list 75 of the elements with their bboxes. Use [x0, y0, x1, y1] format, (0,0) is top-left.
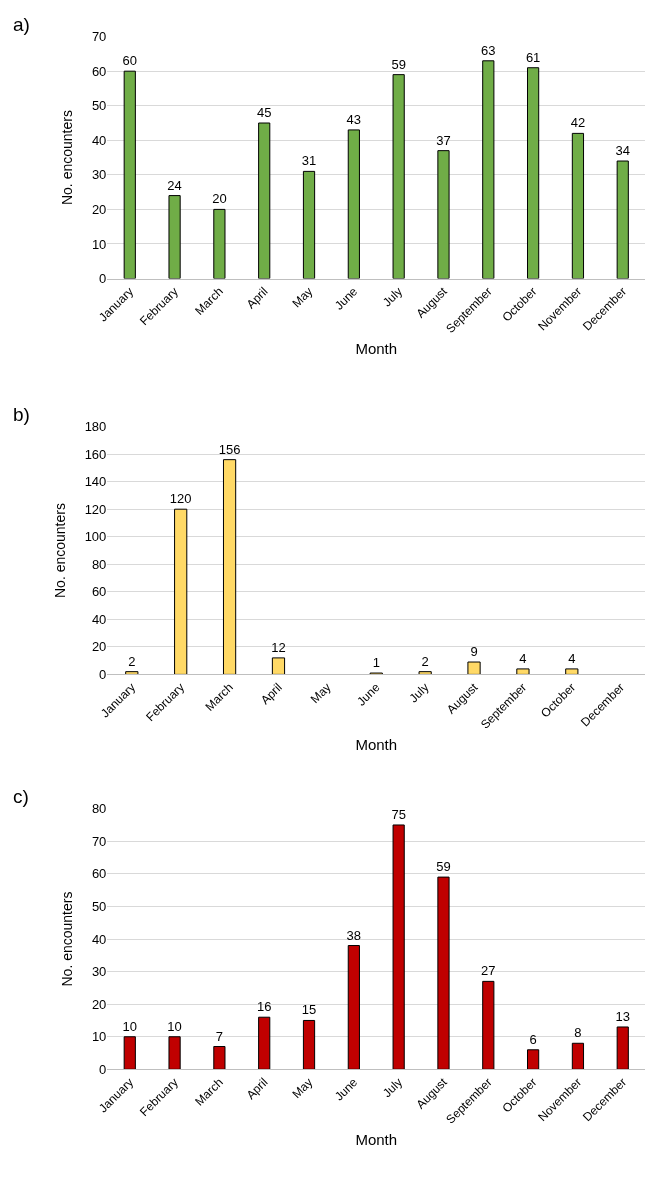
data-label: 24	[167, 177, 182, 193]
y-tick-label: 100	[84, 529, 107, 545]
y-tick-label: 60	[91, 584, 107, 600]
y-tick-label: 10	[91, 1029, 107, 1045]
y-tick-label: 20	[91, 996, 107, 1012]
y-tick-label: 160	[84, 446, 107, 462]
data-label: 13	[615, 1008, 630, 1024]
x-tick-label: May	[307, 680, 334, 707]
y-tick-label: 30	[91, 167, 107, 183]
data-label: 12	[271, 639, 286, 655]
data-label: 27	[481, 963, 496, 979]
x-tick-label: July	[380, 284, 406, 310]
y-tick-label: 50	[91, 898, 107, 914]
data-label: 59	[436, 859, 451, 875]
data-label: 20	[212, 191, 227, 207]
data-label: 16	[256, 999, 272, 1015]
x-tick-label: May	[289, 284, 316, 311]
chart-title: c)	[13, 786, 29, 807]
y-tick-label: 70	[91, 29, 107, 45]
data-label: 1	[372, 655, 380, 671]
data-label: 10	[167, 1018, 182, 1034]
data-label: 7	[215, 1028, 224, 1044]
data-label: 6	[529, 1031, 537, 1047]
y-tick-label: 40	[91, 132, 107, 148]
data-label: 4	[519, 650, 527, 666]
y-axis-title: No. encounters	[59, 110, 76, 206]
x-axis-title: Month	[355, 735, 398, 753]
y-tick-label: 120	[84, 501, 107, 517]
y-tick-label: 0	[99, 666, 107, 682]
y-tick-label: 40	[91, 931, 107, 947]
data-label: 75	[391, 806, 406, 822]
data-label: 156	[218, 441, 241, 457]
data-label: 120	[169, 491, 192, 507]
chart-title: a)	[13, 14, 30, 35]
data-label: 59	[391, 56, 406, 72]
chart-title: b)	[13, 404, 30, 425]
y-tick-label: 80	[91, 556, 107, 572]
data-label: 31	[301, 153, 317, 169]
y-tick-label: 30	[91, 964, 107, 980]
x-axis-title: Month	[355, 339, 398, 357]
data-label: 60	[122, 53, 137, 69]
y-tick-label: 20	[91, 201, 107, 217]
data-label: 43	[346, 111, 362, 127]
x-tick-label: July	[380, 1075, 406, 1101]
y-tick-label: 50	[91, 98, 107, 114]
y-tick-label: 70	[91, 833, 107, 849]
data-label: 63	[481, 42, 496, 58]
y-tick-label: 80	[91, 801, 107, 817]
y-axis-title: No. encounters	[59, 891, 76, 987]
data-label: 2	[421, 653, 429, 669]
data-label: 8	[574, 1025, 582, 1041]
y-tick-label: 60	[91, 63, 107, 79]
data-label: 10	[122, 1018, 137, 1034]
x-tick-label: May	[289, 1075, 316, 1102]
y-tick-label: 180	[84, 419, 107, 435]
data-label: 9	[470, 644, 478, 660]
y-tick-label: 60	[91, 866, 107, 882]
y-tick-label: 40	[91, 611, 107, 627]
data-label: 34	[615, 143, 630, 159]
data-label: 61	[525, 49, 541, 65]
y-tick-label: 10	[91, 236, 107, 252]
y-axis-title: No. encounters	[52, 503, 69, 598]
x-axis-title: Month	[355, 1130, 398, 1148]
data-label: 42	[570, 115, 586, 131]
x-tick-label: July	[406, 680, 432, 706]
data-label: 4	[568, 650, 576, 666]
data-label: 2	[128, 653, 136, 669]
y-tick-label: 20	[91, 639, 107, 655]
data-label: 45	[256, 105, 272, 121]
data-label: 15	[301, 1002, 317, 1018]
y-tick-label: 140	[84, 474, 107, 490]
data-label: 38	[346, 927, 362, 943]
y-tick-label: 0	[99, 271, 107, 287]
data-label: 37	[436, 132, 451, 148]
y-tick-label: 0	[99, 1061, 107, 1077]
